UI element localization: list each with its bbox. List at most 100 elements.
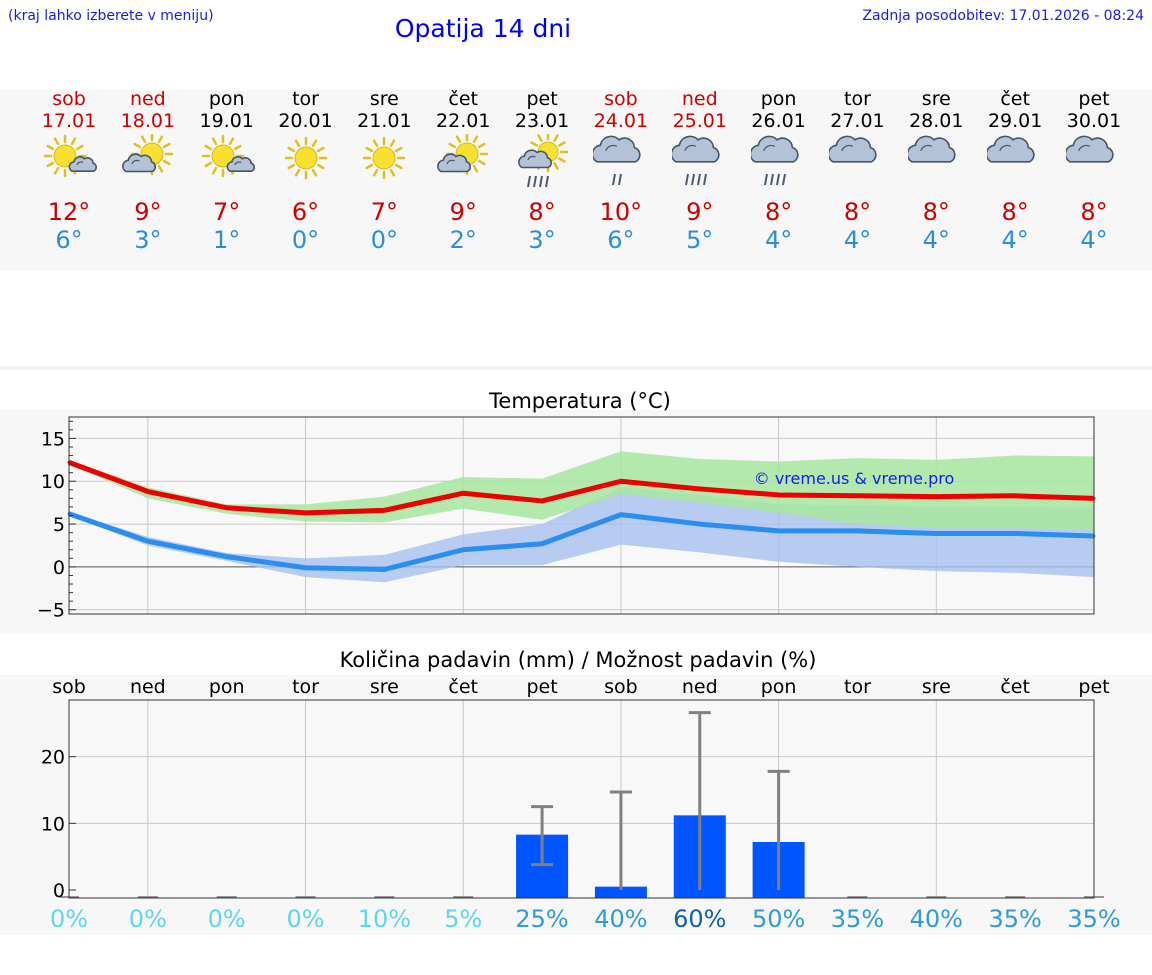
sun-ray: [395, 163, 403, 170]
cloud-inner: [605, 144, 618, 152]
sun-ray: [530, 141, 539, 147]
temp-max: 7°: [370, 198, 399, 226]
precipitation-day-label: sob: [604, 676, 638, 698]
temperature-axis: −5 0 5 10 15: [37, 416, 1095, 622]
sun-ray: [390, 139, 396, 148]
temp-min: 6°: [607, 226, 635, 254]
rain-sun-cloud-icon: [518, 134, 569, 188]
precipitation-day-label: tor: [292, 676, 319, 698]
y-tick-label: 10: [41, 471, 65, 493]
y-tick-label: 0: [53, 880, 65, 902]
day-name: pet: [1078, 88, 1110, 110]
day-name: ned: [129, 88, 166, 110]
sun-icon: [284, 136, 327, 180]
sun-ray: [157, 164, 164, 173]
divider: [0, 366, 1152, 370]
precipitation-axis: 0 10 20: [41, 699, 1095, 902]
precipitation-probability: 35%: [1067, 905, 1120, 933]
temp-min: 3°: [134, 226, 162, 254]
cloud-shape: [987, 135, 1035, 163]
sun-ray: [162, 142, 171, 149]
sun-ray: [70, 137, 77, 146]
day-date: 28.01: [909, 110, 964, 132]
y-tick-label: 0: [53, 557, 65, 579]
max-temperature-point: [382, 508, 386, 512]
cloud-shape: [1066, 135, 1114, 163]
y-tick-label: −5: [37, 600, 65, 622]
sun-ray: [211, 166, 217, 175]
sun-ray: [311, 168, 317, 177]
temp-min: 6°: [55, 226, 83, 254]
temp-max: 12°: [47, 198, 91, 226]
precipitation-day-label: čet: [448, 676, 478, 698]
day-name: sob: [52, 88, 86, 110]
day-date: 25.01: [672, 110, 727, 132]
min-temperature-point: [619, 513, 623, 517]
forecast-day: sob 24.01 10° 6°: [581, 88, 661, 254]
forecast-day: ned 18.01 9° 3°: [108, 88, 188, 254]
sun-ray: [553, 162, 559, 170]
sun-ray: [455, 135, 462, 144]
temperature-chart: Temperatura (°C) −5 0 5 10 15 © vreme.us & v…: [37, 389, 1096, 622]
forecast-day: sob 17.01 12° 6°: [29, 88, 109, 254]
precipitation-bars: [59, 711, 1104, 898]
sun-ray: [133, 142, 141, 149]
min-temperature-point: [855, 529, 859, 533]
cloud-shape: [592, 135, 641, 163]
watermark: © vreme.us & vreme.pro: [754, 469, 955, 488]
cloud-inner: [762, 144, 775, 152]
cloud-shape: [908, 135, 956, 163]
rain-drop: [539, 175, 544, 188]
forecast-day: pet 30.01 8° 4°: [1054, 88, 1134, 254]
sun-cloud-icon: [201, 134, 255, 178]
cloud-icon: [1066, 135, 1114, 163]
sun-cloud-icon: [43, 134, 97, 178]
precipitation-probability: 0%: [286, 905, 324, 933]
min-temperature-point: [382, 567, 386, 571]
day-date: 29.01: [987, 110, 1043, 132]
cloud-sun-icon: [121, 134, 174, 176]
cloud-shape: [671, 135, 720, 163]
temp-max: 8°: [922, 198, 950, 226]
min-temperature-point: [461, 548, 465, 552]
cloud-inner: [920, 144, 933, 152]
precipitation-probability: 0%: [208, 905, 246, 933]
max-temperature-point: [698, 487, 702, 491]
temp-min: 0°: [370, 226, 399, 254]
day-date: 23.01: [514, 110, 570, 132]
forecast-day: pon 19.01 7° 1°: [187, 88, 267, 254]
sun-ray: [53, 166, 60, 175]
day-name: pon: [208, 88, 245, 110]
max-temperature-point: [855, 494, 859, 498]
location-hint[interactable]: (kraj lahko izberete v meniju): [8, 8, 214, 24]
rain-drop: [684, 173, 689, 186]
cloud-icon: [908, 135, 956, 163]
sun-ray: [558, 141, 566, 147]
precipitation-day-label: pet: [526, 676, 557, 698]
rain-icon: [671, 135, 720, 186]
rain-drop: [617, 173, 622, 186]
forecast-day: ned 25.01 9° 5°: [660, 88, 740, 254]
day-date: 17.01: [41, 110, 97, 132]
sun-ray: [373, 168, 379, 177]
cloud-inner: [1078, 144, 1091, 152]
temp-min: 4°: [1080, 226, 1108, 254]
day-name: čet: [1000, 88, 1030, 110]
precipitation-day-label: sre: [922, 676, 951, 698]
precipitation-probability: 40%: [910, 905, 963, 933]
sun-ray: [311, 139, 317, 148]
day-name: tor: [292, 88, 319, 110]
rain-drop: [763, 173, 768, 186]
min-temperature-line: [68, 511, 1095, 572]
max-temperature-point: [146, 490, 150, 494]
forecast-day: sre 21.01 7° 0°: [344, 88, 424, 254]
max-temperature-point: [540, 499, 544, 503]
day-date: 18.01: [120, 110, 176, 132]
day-date: 26.01: [751, 110, 806, 132]
cloud-shape: [226, 156, 255, 172]
max-temperature-point: [304, 511, 308, 515]
sun-ray: [46, 161, 55, 168]
temp-max: 8°: [1080, 198, 1108, 226]
rain-drop: [527, 175, 532, 188]
max-temperature-point: [225, 506, 229, 510]
